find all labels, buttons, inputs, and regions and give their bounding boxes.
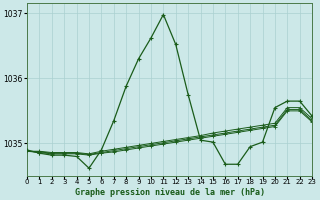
X-axis label: Graphe pression niveau de la mer (hPa): Graphe pression niveau de la mer (hPa) bbox=[75, 188, 265, 197]
